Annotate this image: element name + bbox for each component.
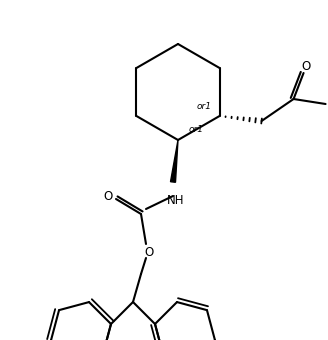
Text: or1: or1 [189, 125, 203, 135]
Text: O: O [301, 59, 310, 72]
Text: or1: or1 [197, 102, 212, 110]
Text: NH: NH [167, 194, 185, 207]
Text: O: O [103, 190, 113, 204]
Text: O: O [144, 246, 154, 259]
Polygon shape [171, 140, 178, 182]
